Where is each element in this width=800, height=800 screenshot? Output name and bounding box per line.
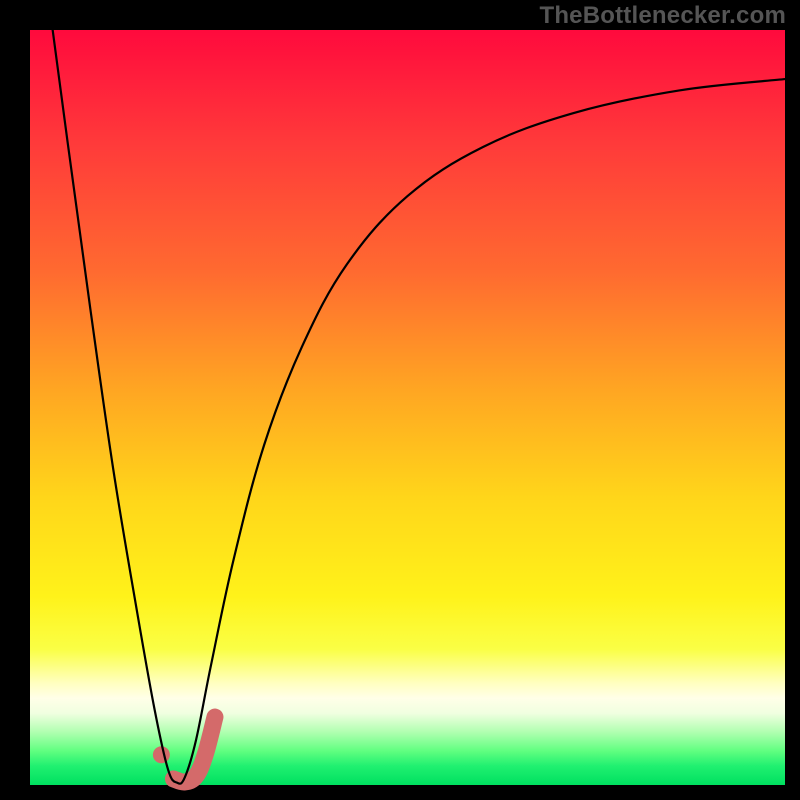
highlight-dot [153,746,170,763]
watermark-text: TheBottlenecker.com [539,2,786,30]
bottleneck-curve [53,30,785,784]
chart-container: TheBottlenecker.com [0,0,800,800]
frame-left [0,0,30,800]
plot-area [30,30,785,785]
frame-bottom [0,785,800,800]
chart-overlay [30,30,785,785]
frame-right [785,0,800,800]
